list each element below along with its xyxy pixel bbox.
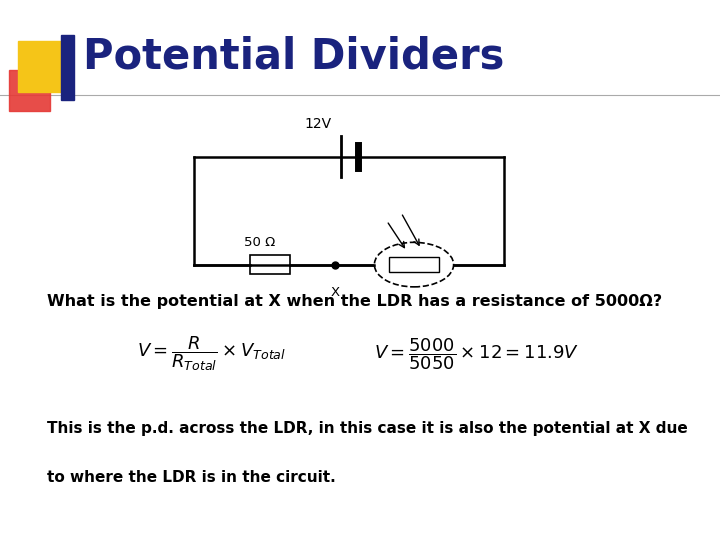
Bar [389, 257, 439, 272]
Text: $V = \dfrac{R}{R_{Total}} \times V_{Total}$: $V = \dfrac{R}{R_{Total}} \times V_{Tota… [137, 334, 286, 373]
Text: What is the potential at X when the LDR has a resistance of 5000Ω?: What is the potential at X when the LDR … [47, 294, 662, 309]
Bar [251, 255, 289, 274]
Bar [61, 35, 74, 100]
Ellipse shape [374, 242, 454, 287]
Text: $V = \dfrac{5000}{5050} \times 12 = 11.9V$: $V = \dfrac{5000}{5050} \times 12 = 11.9… [374, 336, 580, 372]
Bar [18, 40, 65, 92]
Text: This is the p.d. across the LDR, in this case it is also the potential at X due: This is the p.d. across the LDR, in this… [47, 421, 688, 436]
Text: 12V: 12V [304, 117, 331, 131]
Text: Potential Dividers: Potential Dividers [83, 36, 504, 78]
Text: X: X [330, 286, 339, 299]
Text: to where the LDR is in the circuit.: to where the LDR is in the circuit. [47, 470, 336, 485]
Bar [9, 70, 50, 111]
Text: 50 Ω: 50 Ω [243, 237, 275, 249]
